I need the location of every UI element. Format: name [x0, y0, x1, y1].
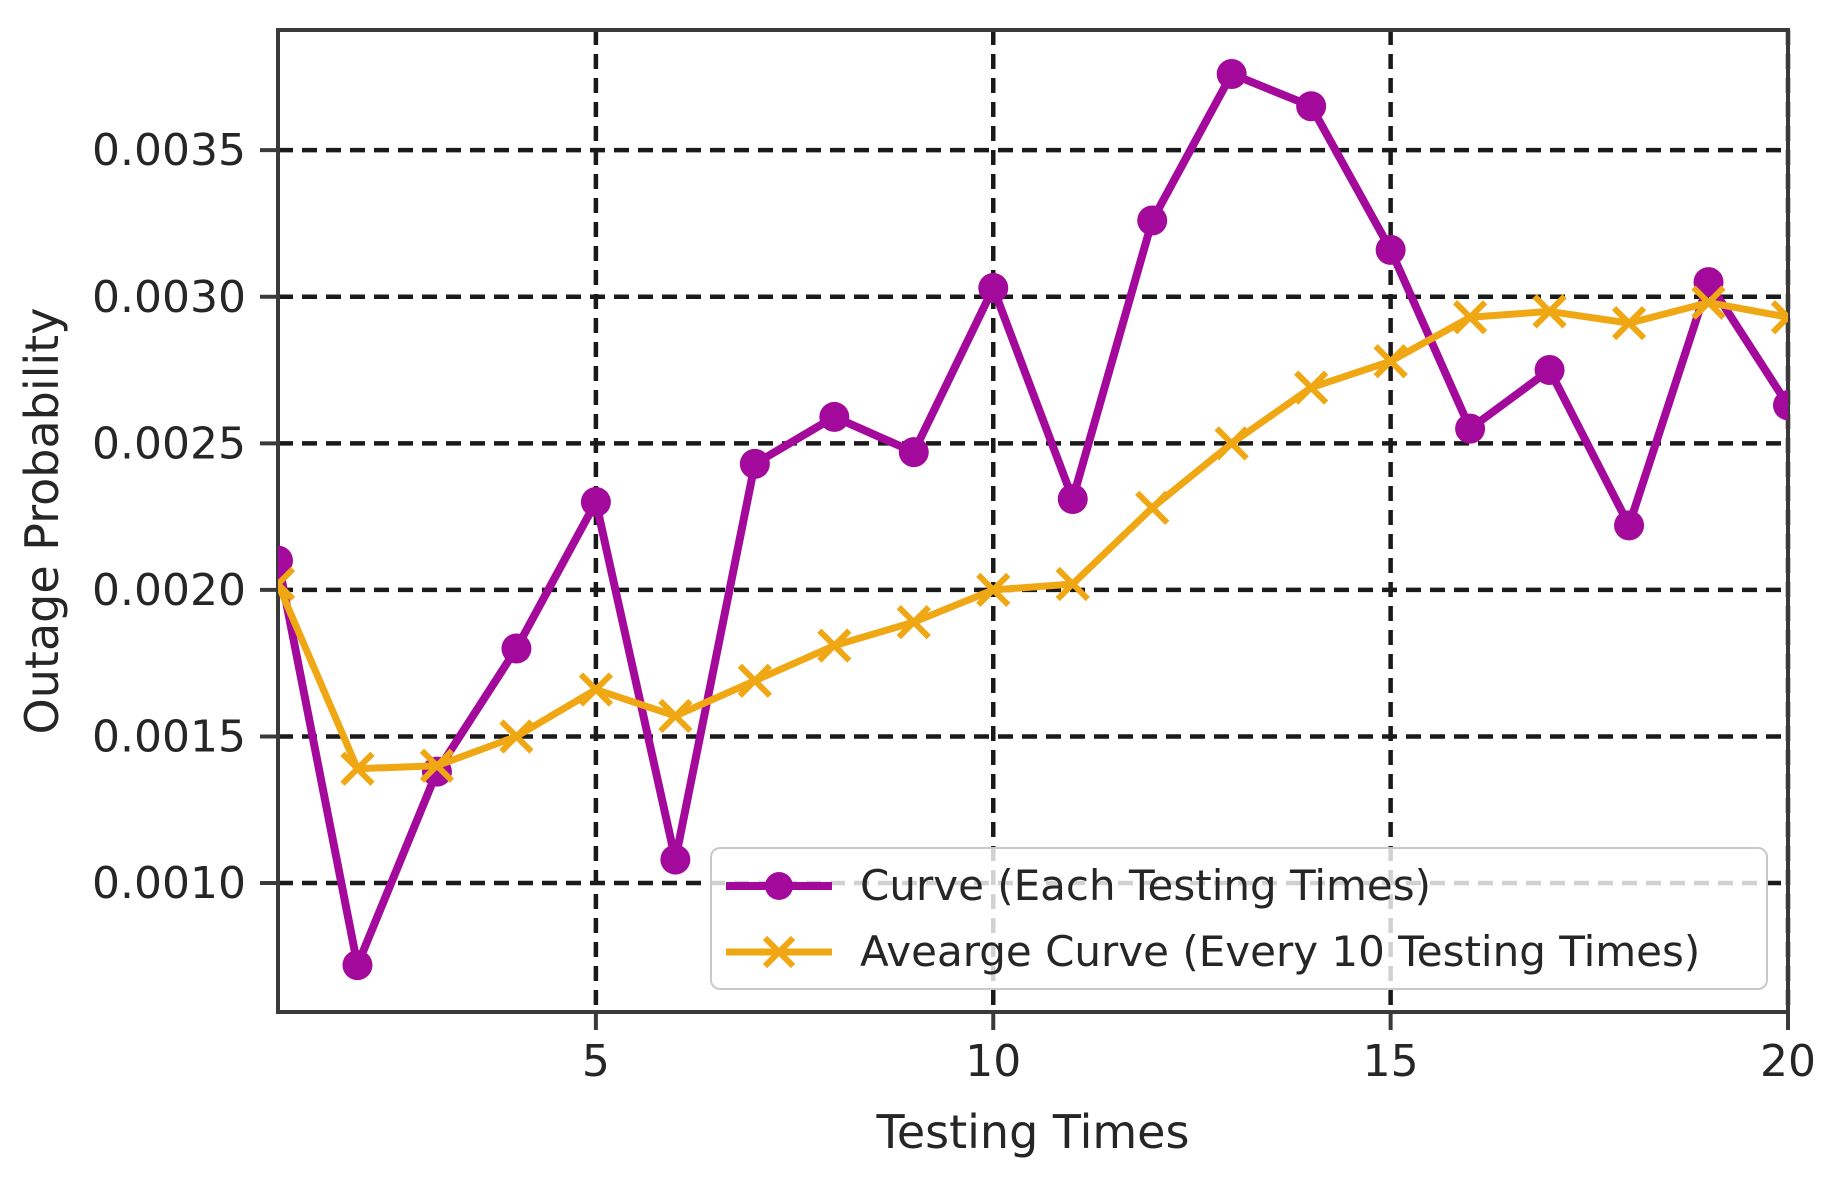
y-tick-label: 0.0020 [92, 565, 246, 616]
data-point-marker [976, 572, 1011, 608]
data-point-marker [898, 437, 929, 468]
data-point-marker [1375, 234, 1406, 265]
series-line [278, 69, 1788, 970]
x-axis-label: Testing Times [876, 1105, 1190, 1159]
data-point-marker [1135, 490, 1170, 525]
data-point-marker [1534, 355, 1565, 386]
data-point-marker [1452, 300, 1488, 335]
data-point-marker [817, 628, 852, 663]
data-point-marker [1693, 267, 1724, 298]
x-tick-label: 5 [582, 1036, 610, 1087]
data-point-marker [1294, 370, 1329, 405]
y-tick-label: 0.0030 [92, 272, 246, 323]
y-tick-label: 0.0025 [92, 418, 246, 469]
data-point-marker [499, 719, 534, 754]
legend-label-each-curve: Curve (Each Testing Times) [860, 860, 1432, 910]
data-point-marker [1214, 426, 1249, 461]
data-point-marker [1532, 294, 1567, 329]
data-point-marker [819, 401, 850, 432]
data-point-marker [278, 566, 296, 602]
data-point-marker [1770, 300, 1788, 335]
data-point-marker [1296, 91, 1327, 122]
data-point-marker [739, 448, 770, 479]
data-point-marker [501, 633, 532, 664]
legend-sample-x-line [726, 935, 832, 968]
data-point-marker [1614, 510, 1645, 541]
plot-spines [276, 28, 1790, 1014]
y-axis-label: Outage Probability [15, 308, 69, 735]
data-point-marker [342, 950, 373, 981]
data-point-marker [1057, 484, 1088, 515]
legend-item-each-curve: Curve (Each Testing Times) [724, 858, 1758, 914]
y-tick-label: 0.0015 [92, 711, 246, 762]
y-tick-label: 0.0010 [92, 858, 246, 909]
legend: Curve (Each Testing Times) Avearge Curve… [710, 847, 1768, 990]
x-tick-label: 20 [1760, 1036, 1816, 1087]
data-point-marker [1216, 58, 1247, 89]
data-point-marker [737, 663, 772, 698]
data-point-marker [278, 545, 293, 576]
data-point-marker [1611, 306, 1647, 341]
series-average-curve [278, 285, 1788, 786]
series-curve-each-testing [278, 58, 1788, 981]
data-point-marker [658, 698, 693, 734]
data-point-marker [1455, 413, 1486, 444]
data-point-marker [580, 486, 611, 517]
data-point-marker [978, 272, 1009, 303]
series-line [278, 299, 1788, 773]
legend-sample-circle-line [726, 871, 832, 900]
data-point-marker [340, 751, 375, 786]
data-point-marker [1055, 566, 1090, 602]
legend-item-average-curve: Avearge Curve (Every 10 Testing Times) [724, 924, 1758, 980]
data-point-marker [1373, 344, 1408, 379]
data-point-marker [660, 844, 691, 875]
y-tick-label: 0.0035 [92, 125, 246, 176]
data-point-marker [578, 672, 614, 707]
data-point-marker [419, 748, 455, 783]
data-point-marker [1137, 205, 1168, 236]
legend-label-average-curve: Avearge Curve (Every 10 Testing Times) [860, 926, 1701, 976]
data-point-marker [1691, 285, 1726, 320]
x-tick-label: 10 [965, 1036, 1021, 1087]
x-tick-label: 15 [1363, 1036, 1419, 1087]
tick-marks [260, 148, 1790, 1030]
data-point-marker [896, 605, 931, 640]
data-point-marker [1773, 390, 1788, 421]
